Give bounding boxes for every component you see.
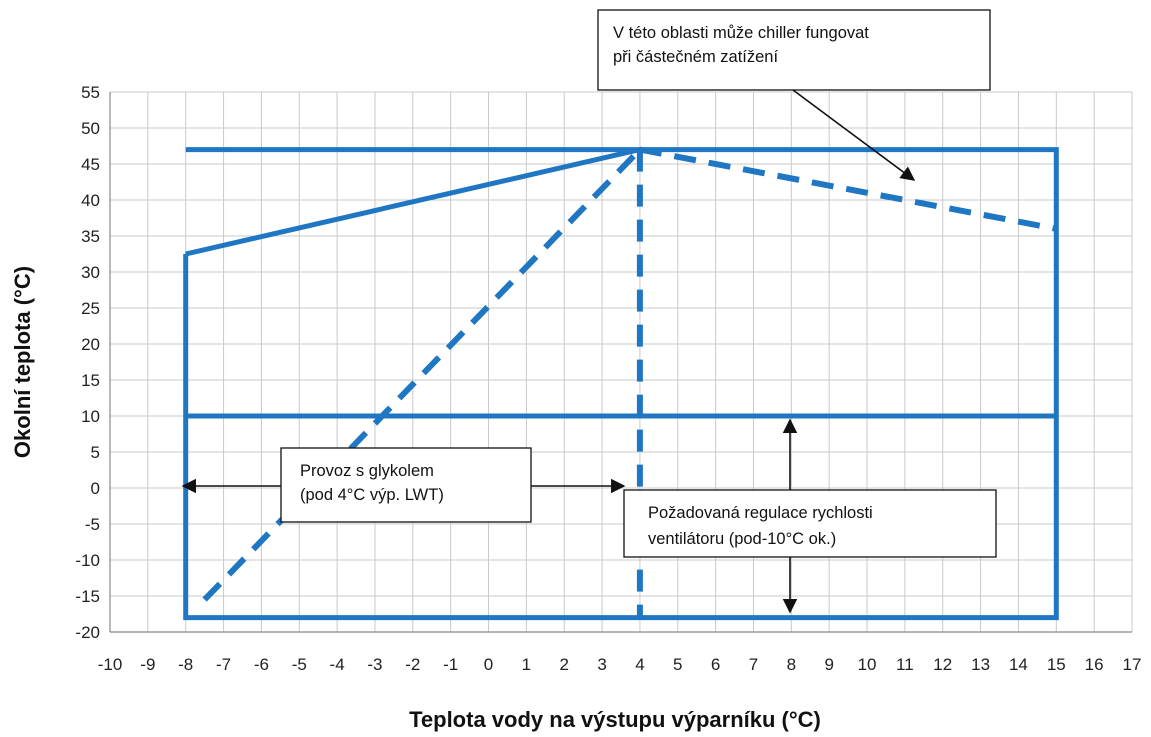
x-tick-label: 8 (787, 655, 796, 674)
x-tick-label: 12 (933, 655, 952, 674)
y-axis-title: Okolní teplota (°C) (10, 266, 35, 458)
x-tick-label: 16 (1085, 655, 1104, 674)
x-tick-label: 3 (597, 655, 606, 674)
y-tick-label: 30 (81, 263, 100, 282)
x-tick-label: 7 (749, 655, 758, 674)
series-line-dashed (202, 147, 643, 602)
annotation-line: V této oblasti může chiller fungovat (613, 24, 869, 42)
x-tick-label: -7 (216, 655, 231, 674)
y-tick-label: 45 (81, 155, 100, 174)
x-tick-label: -9 (140, 655, 155, 674)
annotation-fan-speed: Požadovaná regulace rychlosti ventilátor… (623, 489, 997, 558)
y-tick-label: -20 (75, 623, 100, 642)
x-tick-label: 17 (1123, 655, 1142, 674)
x-tick-label: 14 (1009, 655, 1028, 674)
x-tick-label: -10 (98, 655, 123, 674)
annotation-box (597, 9, 991, 91)
x-tick-label: 9 (824, 655, 833, 674)
x-tick-label: 6 (711, 655, 720, 674)
x-tick-label: -5 (292, 655, 307, 674)
y-tick-label: -5 (85, 515, 100, 534)
y-tick-label: 10 (81, 407, 100, 426)
series-line-solid (183, 147, 1059, 621)
y-tick-label: 15 (81, 371, 100, 390)
annotation-glycol: Provoz s glykolem (pod 4°C výp. LWT) (280, 447, 532, 523)
annotation-line: Provoz s glykolem (300, 462, 434, 480)
y-tick-label: 35 (81, 227, 100, 246)
x-tick-label: 5 (673, 655, 682, 674)
y-tick-label: 55 (81, 83, 100, 102)
y-tick-label: 0 (91, 479, 100, 498)
x-tick-label: -1 (443, 655, 458, 674)
tick-labels: -10 -9 -8 -7 -6 -5 -4 -3 -2 -1 0 1 2 3 4 5 6 7 8 9 10 11 12 13 1… (75, 83, 1141, 674)
y-tick-label: 5 (91, 443, 100, 462)
x-tick-label: -3 (367, 655, 382, 674)
y-tick-label: -10 (75, 551, 100, 570)
x-axis-title: Teplota vody na výstupu výparníku (°C) (409, 707, 821, 732)
annotation-line: Požadovaná regulace rychlosti (648, 504, 873, 522)
x-tick-label: 15 (1047, 655, 1066, 674)
x-tick-label: 2 (559, 655, 568, 674)
x-tick-label: 11 (896, 655, 914, 674)
axes (109, 92, 1132, 633)
annotation-box (623, 489, 997, 558)
y-tick-label: -15 (75, 587, 100, 606)
x-tick-label: -2 (405, 655, 420, 674)
y-tick-label: 20 (81, 335, 100, 354)
annotation-line: (pod 4°C výp. LWT) (300, 486, 444, 504)
annotation-partial-load: V této oblasti může chiller fungovat při… (597, 9, 991, 91)
y-tick-label: 25 (81, 299, 100, 318)
annotation-box (280, 447, 532, 523)
x-tick-label: -4 (330, 655, 345, 674)
series-line-solid (185, 147, 641, 257)
y-tick-label: 40 (81, 191, 100, 210)
x-tick-label: -8 (178, 655, 193, 674)
x-tick-label: 13 (971, 655, 990, 674)
x-tick-label: 0 (484, 655, 493, 674)
series-line-dashed (639, 146, 1057, 232)
x-tick-label: 4 (635, 655, 644, 674)
annotation-arrow (792, 89, 916, 181)
annotation-line: při částečném zatížení (613, 48, 778, 66)
x-tick-label: 1 (522, 655, 531, 674)
y-tick-label: 50 (81, 119, 100, 138)
x-tick-label: 10 (858, 655, 877, 674)
x-tick-label: -6 (254, 655, 269, 674)
annotation-line: ventilátoru (pod-10°C ok.) (648, 530, 836, 548)
